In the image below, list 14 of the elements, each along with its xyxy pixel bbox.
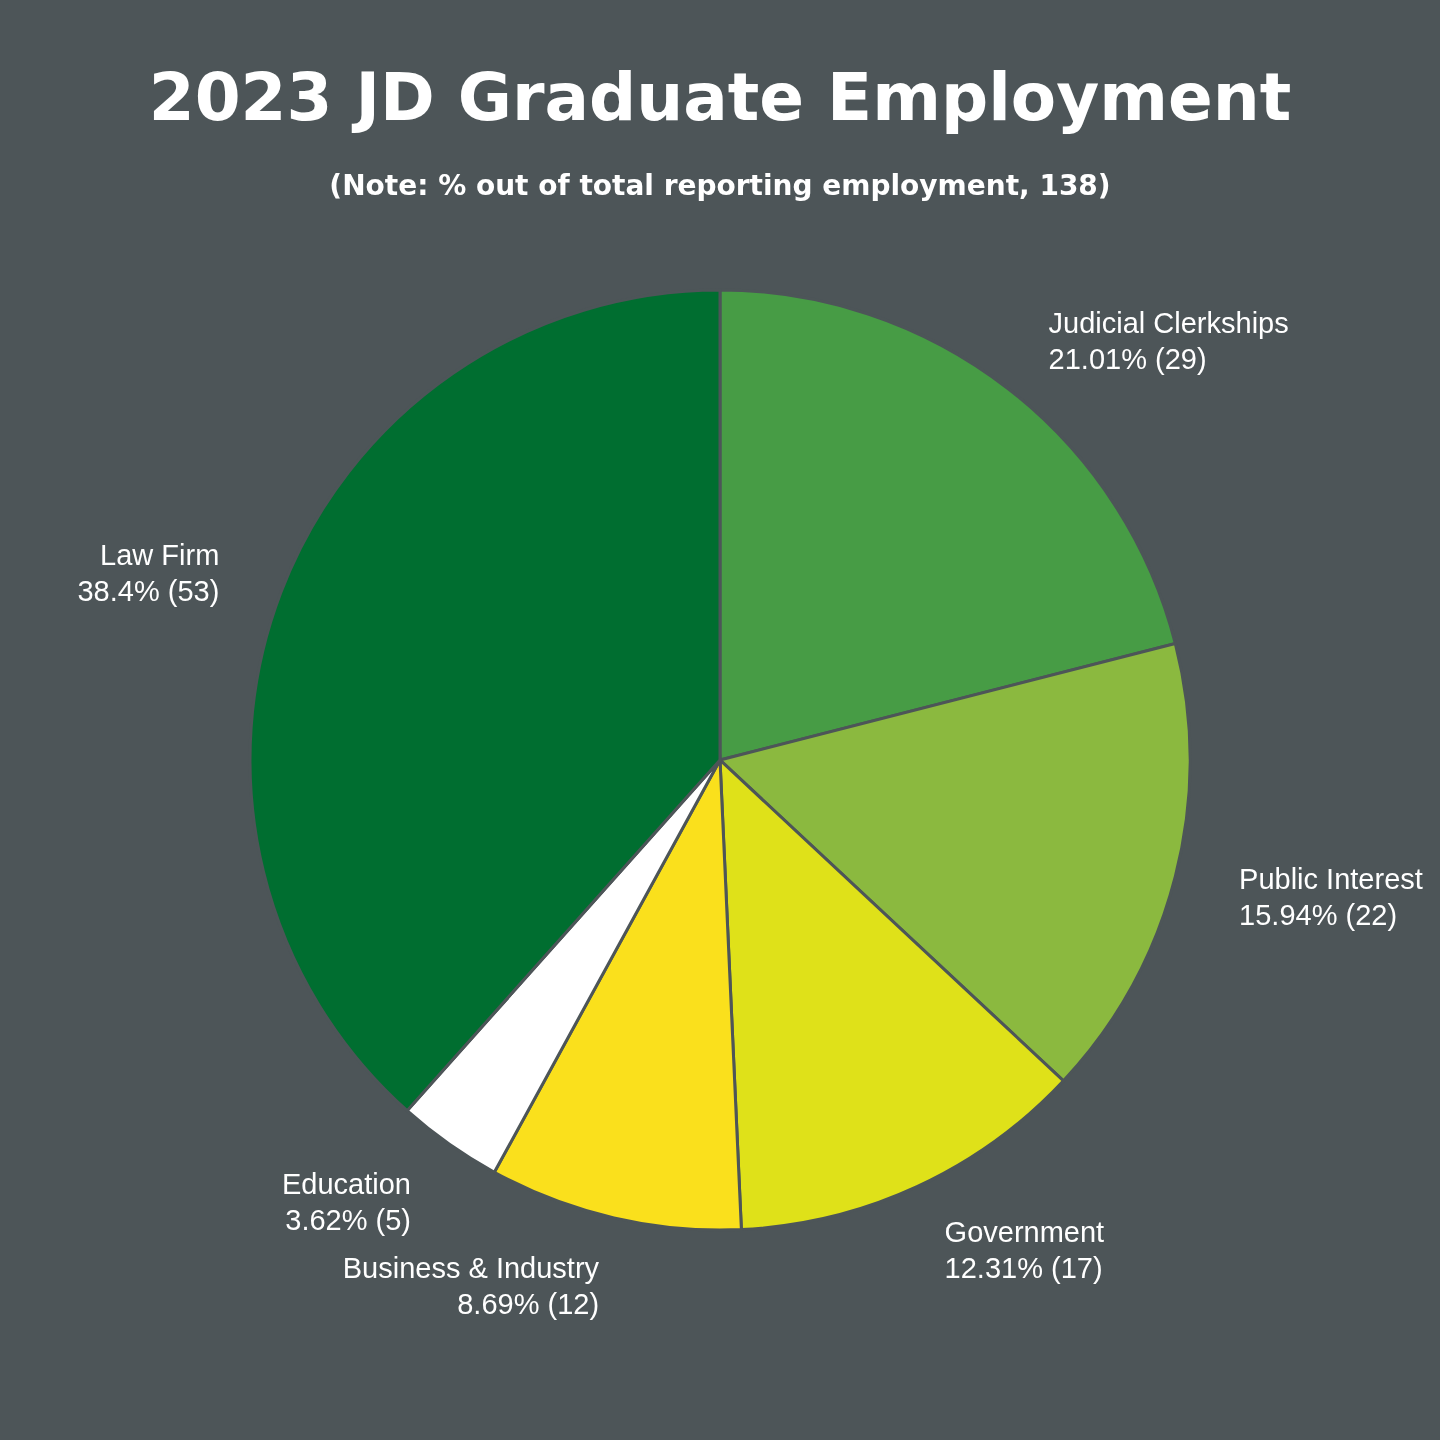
slice-label: Business & Industry xyxy=(342,1251,600,1284)
chart-subtitle: (Note: % out of total reporting employment, 138) xyxy=(329,169,1111,202)
data-label: 8.69% (12) xyxy=(457,1287,600,1320)
data-label: 15.94% (22) xyxy=(1239,898,1398,931)
data-label: 3.62% (5) xyxy=(285,1203,412,1236)
slice-label: Education xyxy=(282,1167,412,1200)
slice-label: Judicial Clerkships xyxy=(1048,306,1289,339)
slice-label: Law Firm xyxy=(100,539,220,572)
chart-title: 2023 JD Graduate Employment xyxy=(148,59,1292,136)
data-label: 21.01% (29) xyxy=(1048,342,1207,375)
slice-label: Public Interest xyxy=(1239,862,1423,895)
data-label: 38.4% (53) xyxy=(77,575,220,608)
slice-label: Government xyxy=(944,1216,1105,1249)
data-label: 12.31% (17) xyxy=(944,1252,1103,1285)
